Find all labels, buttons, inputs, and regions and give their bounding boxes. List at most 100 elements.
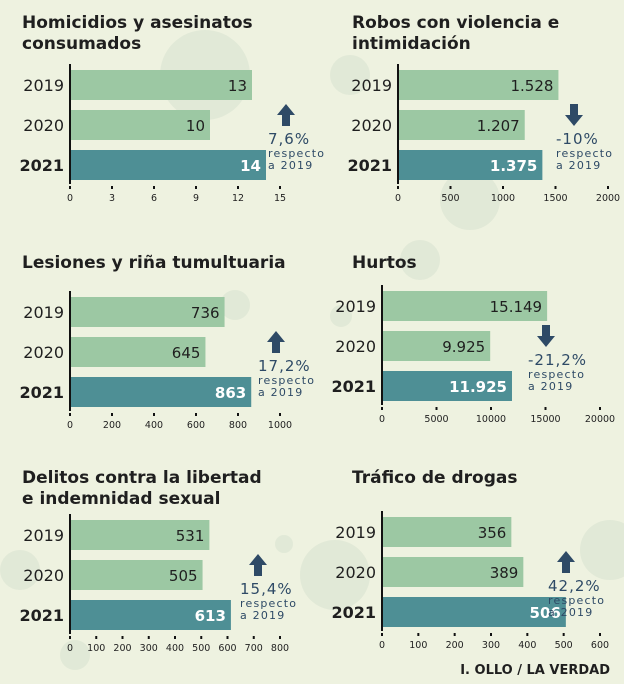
x-tick-mark: [490, 633, 492, 636]
x-tick-label: 500: [555, 640, 573, 651]
x-tick-mark: [562, 633, 565, 636]
change-caption: respecto: [528, 368, 585, 381]
value-label: 506: [530, 604, 561, 622]
value-label: 10: [186, 117, 205, 135]
category-label: 2020: [23, 343, 64, 362]
bar-2021: [382, 371, 512, 401]
bar-2021: [70, 150, 266, 180]
change-caption: respecto: [258, 374, 315, 387]
x-tick-label: 400: [145, 420, 163, 431]
category-label: 2019: [335, 523, 376, 542]
change-caption: a 2019: [258, 386, 303, 399]
bar-2021: [382, 597, 566, 627]
x-tick-mark: [554, 186, 557, 189]
x-tick-mark: [490, 407, 492, 410]
x-tick-mark: [381, 633, 383, 636]
value-label: 14: [240, 157, 261, 175]
background-bubble: [275, 535, 293, 553]
bar-2019: [398, 70, 559, 100]
value-label: 531: [176, 527, 205, 545]
change-percent: 42,2%: [548, 577, 601, 595]
category-label: 2020: [23, 116, 64, 135]
background-bubble: [220, 290, 250, 320]
x-tick-mark: [69, 413, 71, 416]
x-tick-label: 100: [87, 643, 105, 654]
x-tick-label: 200: [446, 640, 464, 651]
x-tick-label: 100: [409, 640, 427, 651]
chart-title: Homicidios y asesinatos: [22, 13, 253, 33]
chart-title: Delitos contra la libertad: [22, 468, 262, 488]
arrow-down-icon: [537, 325, 555, 347]
value-label: 736: [191, 304, 220, 322]
background-bubble: [330, 55, 370, 95]
x-tick-label: 0: [67, 643, 73, 654]
category-label: 2019: [335, 297, 376, 316]
x-tick-mark: [69, 186, 71, 189]
background-bubble: [580, 520, 624, 580]
x-tick-label: 9: [193, 193, 199, 204]
value-label: 9.925: [442, 338, 485, 356]
x-tick-label: 600: [218, 643, 236, 654]
x-tick-mark: [252, 636, 255, 639]
x-tick-mark: [599, 633, 601, 636]
bar-2020: [382, 331, 491, 361]
chart-title: Lesiones y riña tumultuaria: [22, 253, 286, 273]
category-label: 2020: [335, 563, 376, 582]
chart-panel: Lesiones y riña tumultuaria 2019 736 2020 64…: [19, 253, 315, 431]
x-tick-label: 0: [395, 193, 401, 204]
x-tick-mark: [174, 636, 176, 639]
chart-panel: Hurtos 2019 15.149 2020 9.925 2021 11.925 0 5000…: [331, 253, 615, 425]
x-tick-label: 500: [441, 193, 459, 204]
arrow-up-icon: [249, 554, 267, 576]
x-tick-mark: [195, 413, 197, 416]
chart-title: consumados: [22, 34, 141, 54]
x-tick-mark: [607, 186, 609, 189]
credit: I. OLLO / LA VERDAD: [460, 663, 610, 678]
chart-title: Hurtos: [352, 253, 417, 273]
x-tick-label: 600: [187, 420, 205, 431]
arrow-up-icon: [557, 551, 575, 573]
x-tick-mark: [502, 186, 504, 189]
x-tick-label: 300: [482, 640, 500, 651]
x-tick-label: 15: [274, 193, 286, 204]
x-tick-mark: [200, 636, 203, 639]
x-tick-label: 0: [67, 420, 73, 431]
category-label: 2020: [23, 566, 64, 585]
change-percent: 7,6%: [268, 130, 310, 148]
x-tick-label: 10000: [476, 414, 506, 425]
background-bubble: [400, 240, 440, 280]
change-percent: 15,4%: [240, 580, 293, 598]
chart-title: Robos con violencia e: [352, 13, 559, 33]
category-label: 2019: [351, 76, 392, 95]
value-label: 15.149: [490, 298, 543, 316]
chart-title: intimidación: [352, 34, 471, 54]
bar-2019: [70, 520, 210, 550]
x-tick-label: 300: [140, 643, 158, 654]
bar-2020: [70, 560, 203, 590]
value-label: 1.375: [490, 157, 537, 175]
bar-2019: [382, 517, 512, 547]
change-caption: a 2019: [548, 606, 593, 619]
arrow-up-icon: [277, 104, 295, 126]
change-caption: respecto: [240, 597, 297, 610]
x-tick-label: 12: [232, 193, 244, 204]
arrow-up-icon: [267, 331, 285, 353]
category-label: 2019: [23, 303, 64, 322]
x-tick-label: 800: [271, 643, 289, 654]
x-tick-mark: [526, 633, 529, 636]
arrow-down-icon: [565, 104, 583, 126]
x-tick-mark: [599, 407, 601, 410]
bar-2020: [398, 110, 525, 140]
x-tick-mark: [279, 413, 281, 416]
x-tick-mark: [544, 407, 547, 410]
x-tick-mark: [279, 636, 281, 639]
x-tick-label: 500: [192, 643, 210, 654]
value-label: 11.925: [449, 378, 507, 396]
category-label: 2021: [19, 606, 64, 625]
